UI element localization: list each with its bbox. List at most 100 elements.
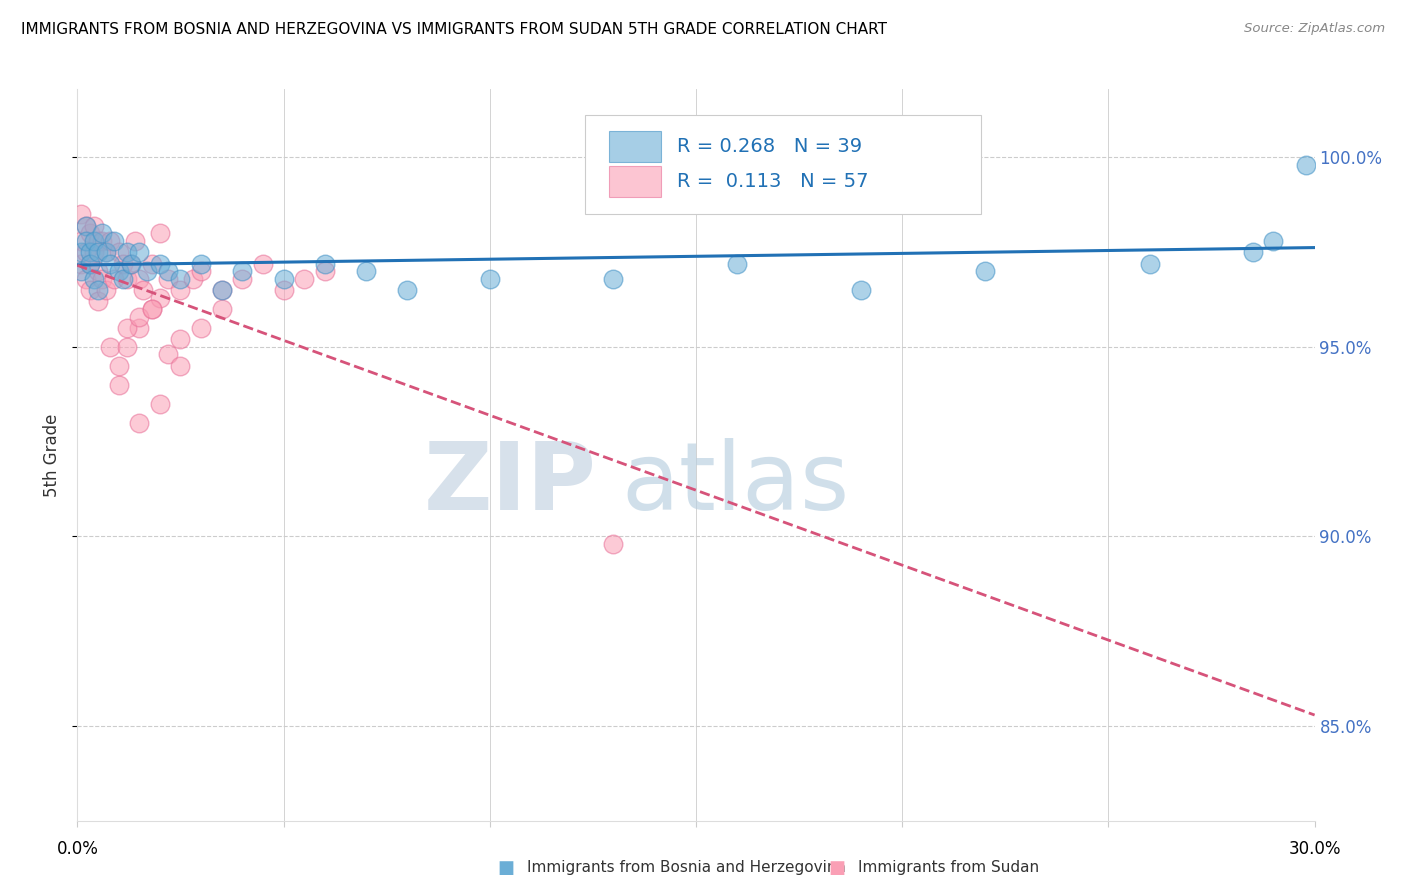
Point [396,283,419,297]
Point [149,256,172,270]
Text: ■: ■ [498,859,515,877]
Point [83,271,105,285]
Point [96,245,118,260]
Point [70,234,93,248]
Text: atlas: atlas [621,438,851,530]
Point [91,226,114,240]
Point [70,207,93,221]
Point [103,271,125,285]
Text: R =  0.113   N = 57: R = 0.113 N = 57 [678,172,869,191]
Point [115,321,138,335]
Point [107,359,129,373]
Point [157,264,180,278]
Point [973,264,995,278]
Point [1263,234,1285,248]
Point [314,256,336,270]
Point [169,359,191,373]
Point [87,264,110,278]
Text: IMMIGRANTS FROM BOSNIA AND HERZEGOVINA VS IMMIGRANTS FROM SUDAN 5TH GRADE CORREL: IMMIGRANTS FROM BOSNIA AND HERZEGOVINA V… [21,22,887,37]
Point [107,264,129,278]
Point [157,271,180,285]
Point [75,245,97,260]
Point [70,245,93,260]
Point [87,234,110,248]
Point [314,264,336,278]
Text: 0.0%: 0.0% [56,839,98,857]
Point [75,271,97,285]
Text: 30.0%: 30.0% [1288,839,1341,857]
FancyBboxPatch shape [609,166,661,197]
Point [149,226,172,240]
Text: ZIP: ZIP [425,438,598,530]
Point [1241,245,1264,260]
Point [169,271,191,285]
FancyBboxPatch shape [585,115,980,213]
Point [141,301,163,316]
Point [211,283,233,297]
Point [87,283,110,297]
Point [141,301,163,316]
Point [107,377,129,392]
Point [79,283,101,297]
Point [128,271,150,285]
Point [103,234,125,248]
Point [87,245,110,260]
Point [190,321,212,335]
FancyBboxPatch shape [609,131,661,161]
Point [91,271,114,285]
Point [849,283,872,297]
Point [111,271,134,285]
Point [75,234,97,248]
Text: Immigrants from Bosnia and Herzegovina: Immigrants from Bosnia and Herzegovina [527,861,846,875]
Point [75,219,97,233]
Point [136,264,159,278]
Point [231,264,253,278]
Point [211,283,233,297]
Point [602,537,624,551]
Point [87,294,110,309]
Text: R = 0.268   N = 39: R = 0.268 N = 39 [678,136,862,156]
Point [115,271,138,285]
Point [83,245,105,260]
Point [190,264,212,278]
Point [157,347,180,361]
Point [128,416,150,430]
Point [98,234,121,248]
Point [107,245,129,260]
Point [252,256,274,270]
Point [149,397,172,411]
Point [83,234,105,248]
Point [725,256,748,270]
Point [181,271,204,285]
Point [96,283,118,297]
Point [96,245,118,260]
Point [273,283,295,297]
Point [1295,158,1317,172]
Point [602,271,624,285]
Point [128,321,150,335]
Point [70,256,93,270]
Point [273,271,295,285]
Point [79,226,101,240]
Point [211,301,233,316]
Point [231,271,253,285]
Text: Source: ZipAtlas.com: Source: ZipAtlas.com [1244,22,1385,36]
Point [169,332,191,346]
Point [111,256,134,270]
Point [354,264,377,278]
Point [141,256,163,270]
Point [98,256,121,270]
Point [115,340,138,354]
Point [120,256,142,270]
Point [1139,256,1161,270]
Point [79,256,101,270]
Point [128,245,150,260]
Point [132,283,155,297]
Point [79,256,101,270]
Point [115,245,138,260]
Point [70,264,93,278]
Point [128,310,150,324]
Point [120,256,142,270]
Text: Immigrants from Sudan: Immigrants from Sudan [858,861,1039,875]
Point [292,271,315,285]
